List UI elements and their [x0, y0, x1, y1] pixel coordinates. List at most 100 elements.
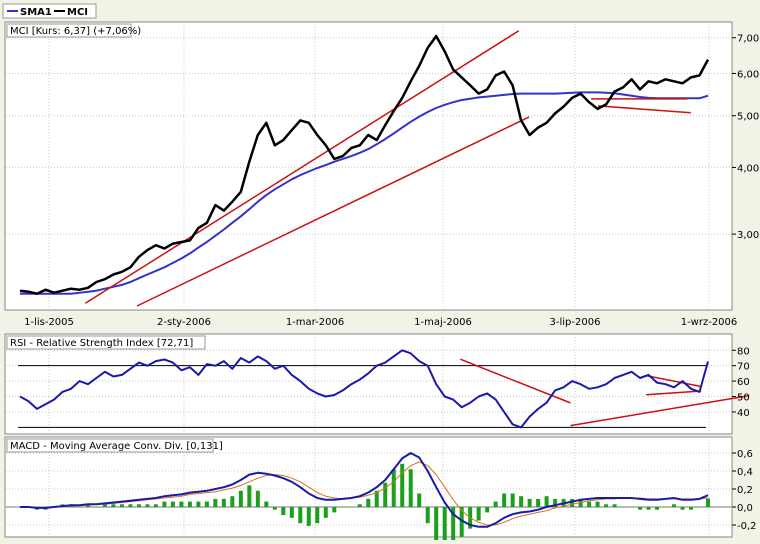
macd-histogram-bar [374, 490, 379, 507]
x-tick-label: 1-wrz-2006 [681, 317, 738, 328]
series [18, 30, 750, 544]
macd-histogram-bar [162, 501, 167, 507]
macd-y-tick-label: -0,2 [737, 521, 757, 532]
macd-histogram-bar [629, 507, 634, 508]
price-y-tick-label: 4,00 [737, 163, 759, 174]
x-tick-label: 1-mar-2006 [286, 317, 344, 328]
macd-histogram-bar [612, 504, 617, 507]
rsi-trendline [646, 390, 702, 396]
macd-histogram-bar [170, 501, 175, 507]
macd-histogram-bar [349, 507, 354, 508]
macd-panel-title: MACD - Moving Average Conv. Div. [0,131] [10, 441, 223, 452]
rsi-trendline [645, 374, 702, 388]
legend-label-sma1: SMA1 [20, 7, 52, 18]
macd-histogram-bar [655, 507, 660, 510]
macd-histogram-bar [221, 498, 226, 507]
macd-histogram-bar [672, 504, 677, 507]
macd-histogram-bar [196, 501, 201, 507]
price-y-tick-label: 6,00 [737, 69, 759, 80]
macd-histogram-bar [485, 507, 490, 513]
macd-y-tick-label: 0,6 [737, 449, 753, 460]
mci-price-line [19, 34, 710, 295]
macd-histogram-bar [289, 507, 294, 518]
rsi-label-box [6, 335, 206, 350]
price-panel [4, 21, 733, 311]
rsi-y-tick-label: 60 [737, 377, 750, 388]
macd-histogram-bar [238, 490, 243, 507]
macd-histogram-bar [94, 507, 99, 508]
rsi-trendline [570, 394, 750, 427]
macd-histogram-bar [663, 507, 668, 508]
macd-histogram-bar [264, 501, 269, 507]
macd-histogram-bar [502, 493, 507, 507]
price-panel-title: MCI [Kurs: 6,37] (+7,06%) [10, 26, 141, 37]
macd-histogram-bar [621, 507, 626, 508]
macd-histogram-bar [323, 507, 328, 518]
price-trendline [597, 105, 691, 114]
price-trendline [136, 116, 530, 307]
price-y-tick-label: 5,00 [737, 112, 759, 123]
macd-histogram-bar [408, 469, 413, 507]
macd-histogram-bar [383, 482, 388, 507]
macd-histogram-bar [315, 507, 320, 524]
macd-histogram-bar [340, 507, 345, 508]
macd-histogram-bar [510, 493, 515, 507]
macd-line [20, 452, 709, 528]
macd-histogram-bar [136, 504, 141, 507]
rsi-y-tick-label: 50 [737, 393, 750, 404]
macd-histogram-bar [680, 507, 685, 510]
macd-histogram-bar [255, 490, 260, 507]
macd-histogram-bar [102, 504, 107, 507]
sma1-line [20, 91, 709, 295]
x-tick-label: 2-sty-2006 [157, 317, 211, 328]
axes: 1-lis-2005 2-sty-2006 1-mar-2006 1-maj-2006… [24, 34, 759, 532]
macd-histogram-bar [332, 507, 337, 513]
x-tick-label: 1-maj-2006 [414, 317, 472, 328]
price-label-box [6, 23, 132, 38]
macd-histogram-bar [519, 496, 524, 507]
macd-histogram-bar [417, 493, 422, 507]
macd-histogram-bar [247, 485, 252, 507]
macd-histogram-bar [434, 507, 439, 544]
macd-histogram-bar [527, 498, 532, 507]
macd-histogram-bar [638, 507, 643, 510]
macd-histogram-bar [111, 504, 116, 507]
legend-box [2, 3, 97, 19]
rsi-panel-title: RSI - Relative Strength Index [72,71] [10, 338, 193, 349]
x-tick-label: 1-lis-2005 [24, 317, 74, 328]
macd-histogram-bar [77, 507, 82, 508]
x-tick-label: 3-lip-2006 [550, 317, 601, 328]
price-trendline [84, 30, 520, 304]
macd-histogram-bar [145, 504, 150, 507]
macd-histogram-bar [357, 504, 362, 507]
macd-histogram-bar [230, 496, 235, 507]
macd-histogram-bar [604, 504, 609, 507]
macd-histogram-bar [553, 498, 558, 507]
legend-label-mci: MCI [67, 7, 88, 18]
macd-histogram-bar [128, 504, 133, 507]
macd-histogram-bar [391, 469, 396, 507]
macd-histogram-bar [366, 498, 371, 507]
macd-histogram-bar [451, 507, 456, 544]
rsi-y-tick-label: 80 [737, 346, 750, 357]
grid [6, 24, 731, 536]
macd-histogram-bar [706, 498, 710, 507]
macd-histogram-bar [697, 507, 702, 508]
macd-y-tick-label: 0,4 [737, 467, 753, 478]
macd-histogram-bar [689, 507, 694, 510]
macd-histogram-bar [595, 501, 600, 507]
macd-histogram-bar [476, 507, 481, 521]
legend: SMA1 MCI [2, 3, 97, 19]
macd-panel [4, 436, 733, 538]
macd-histogram-bar [204, 501, 209, 507]
macd-histogram-bar [646, 507, 651, 510]
macd-histogram-bar [119, 504, 124, 507]
macd-histogram-bar [281, 507, 286, 516]
macd-histogram-bar [400, 463, 405, 507]
macd-histogram-bar [213, 498, 218, 507]
macd-histogram-bar [442, 507, 447, 544]
price-y-tick-label: 3,00 [737, 230, 759, 241]
rsi-y-tick-label: 70 [737, 362, 750, 373]
